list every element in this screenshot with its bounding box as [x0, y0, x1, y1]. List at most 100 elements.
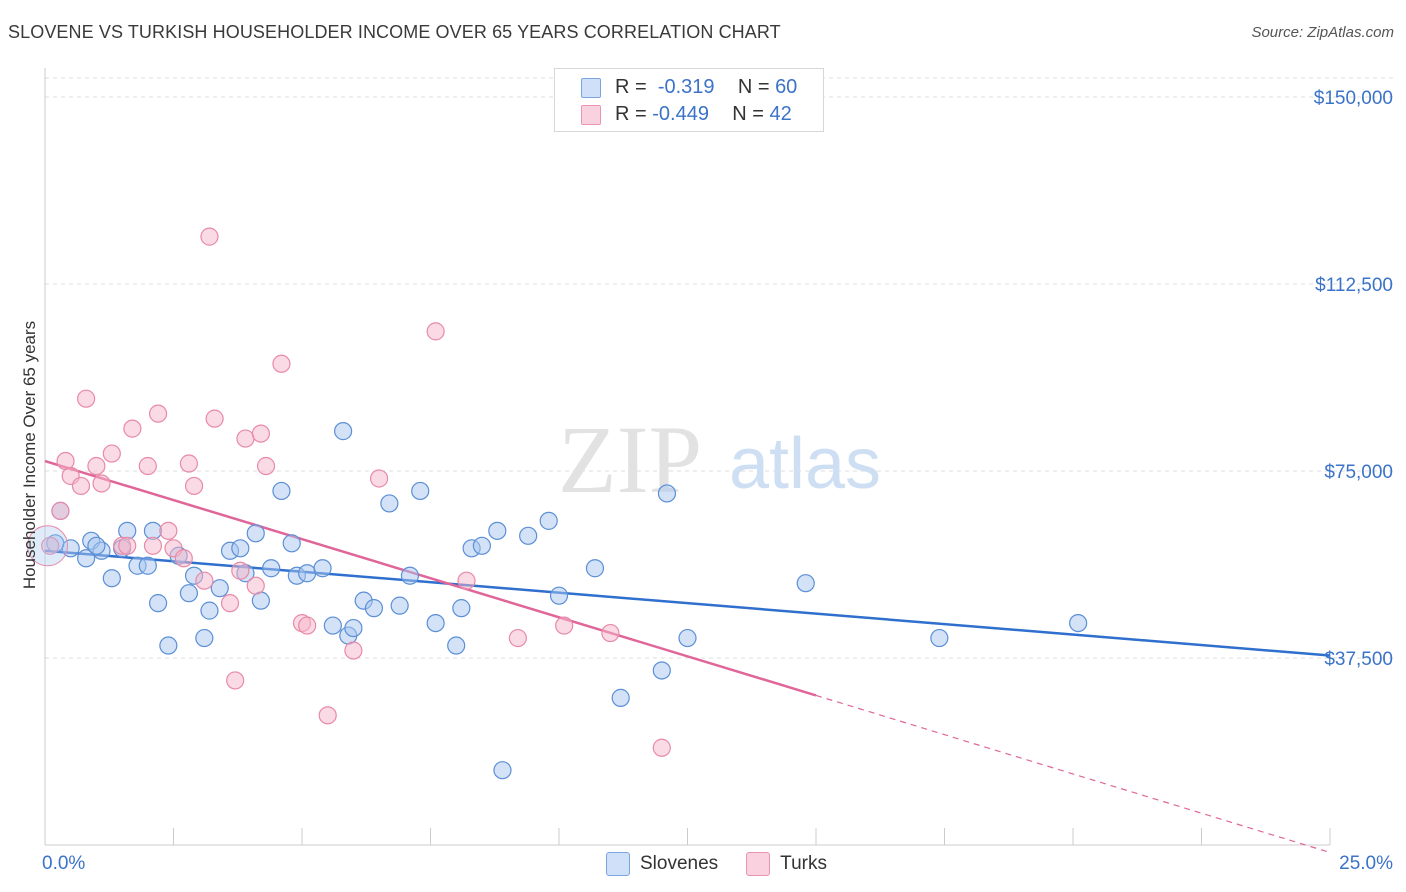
x-tick-label: 25.0%: [1339, 853, 1393, 874]
slovenes-point: [138, 556, 157, 575]
turks-point: [344, 641, 363, 660]
turks-point: [41, 536, 60, 555]
legend-row-slovenes: R = -0.319 N = 60: [581, 76, 797, 99]
series-swatch-slovenes: [606, 852, 630, 876]
source-label: Source: ZipAtlas.com: [1251, 24, 1394, 41]
legend-r-value: -0.449: [652, 103, 709, 125]
slovenes-point: [87, 536, 106, 555]
slovenes-point: [344, 618, 363, 638]
turks-trend-extension: [815, 694, 1331, 854]
slovenes-point: [298, 564, 317, 583]
x-tick-label: 0.0%: [42, 853, 85, 874]
y-tick-labels: $37,500 $75,000 $112,500 $150,000: [1314, 88, 1393, 670]
turks-point: [652, 738, 671, 757]
slovenes-point: [796, 574, 815, 593]
turks-point: [601, 623, 620, 643]
series-legend: Slovenes Turks: [606, 852, 855, 876]
axes: [44, 68, 1331, 846]
slovenes-point: [411, 481, 430, 501]
slovenes-point: [380, 494, 399, 513]
slovenes-point: [611, 688, 630, 707]
slovenes-point: [262, 559, 281, 578]
turks-point: [179, 454, 199, 473]
slovenes-point: [102, 569, 121, 588]
slovenes-point: [549, 586, 569, 605]
turks-point: [236, 429, 255, 448]
slovenes-point: [539, 511, 558, 530]
turks-point: [205, 409, 224, 428]
slovenes-point: [159, 636, 178, 655]
legend-r-value: -0.319: [657, 76, 715, 98]
turks-point: [457, 571, 476, 590]
turks-point: [426, 322, 445, 341]
slovenes-point: [231, 539, 250, 558]
slovenes-point: [272, 481, 291, 501]
turks-point: [555, 616, 574, 635]
legend-n-label: N =: [737, 76, 770, 98]
correlation-legend: R = -0.319 N = 60 R = -0.449 N = 42: [554, 68, 824, 132]
slovenes-trend-line: [44, 549, 1331, 657]
series-label-slovenes: Slovenes: [640, 853, 719, 874]
slovenes-point: [452, 599, 471, 618]
slovenes-point: [246, 524, 265, 543]
series-legend-slovenes: Slovenes: [606, 852, 718, 876]
trend-lines: [44, 459, 1331, 854]
turks-point: [87, 456, 106, 476]
turks-point: [370, 469, 389, 488]
turks-point: [246, 576, 265, 595]
turks-point: [77, 389, 96, 408]
chart-title: SLOVENE VS TURKISH HOUSEHOLDER INCOME OV…: [8, 22, 781, 42]
legend-r-label: R =: [615, 76, 647, 98]
series-label-turks: Turks: [780, 853, 827, 874]
turks-point: [226, 671, 245, 690]
slovenes-point: [585, 559, 605, 578]
slovenes-point: [657, 484, 677, 503]
turks-point: [102, 444, 121, 463]
turks-point: [71, 476, 91, 496]
turks-point: [174, 549, 193, 568]
turks-trend-line: [44, 459, 817, 697]
turks-point: [195, 571, 214, 590]
watermark-atlas: atlas: [729, 424, 881, 504]
legend-r-label: R =: [615, 103, 647, 125]
legend-n-label: N =: [732, 103, 764, 125]
slovenes-point: [210, 579, 229, 598]
slovenes-point: [323, 616, 342, 635]
turks-point: [159, 521, 178, 540]
y-tick-label: $112,500: [1315, 275, 1393, 296]
slovenes-point: [390, 596, 409, 615]
turks-point: [298, 616, 317, 635]
turks-point: [138, 456, 157, 476]
slovenes-point: [200, 601, 219, 620]
turks-point: [143, 536, 163, 555]
turks-point: [251, 424, 270, 443]
turks-point: [123, 419, 142, 438]
x-tick-labels: 0.0% 25.0%: [42, 853, 1393, 874]
turks-point: [231, 561, 250, 580]
legend-swatch-turks: [581, 104, 601, 125]
turks-point: [318, 706, 337, 725]
slovenes-point: [313, 559, 332, 578]
slovenes-point: [493, 761, 512, 780]
y-tick-label: $37,500: [1324, 649, 1393, 670]
legend-swatch-slovenes: [581, 77, 601, 98]
slovenes-point: [930, 628, 949, 648]
slovenes-point: [447, 636, 466, 655]
slovenes-point: [334, 422, 353, 441]
slovenes-point: [519, 526, 538, 545]
slovenes-point: [472, 536, 491, 555]
slovenes-point: [426, 613, 445, 633]
slovenes-point: [77, 549, 96, 568]
watermark-zip: ZIP: [558, 406, 702, 513]
legend-n-value: 42: [769, 103, 792, 125]
turks-point: [256, 456, 276, 476]
slovenes-point: [678, 628, 697, 648]
cluster-point: [27, 525, 69, 567]
turks-point: [51, 501, 70, 520]
slovenes-point: [488, 521, 507, 540]
turks-point: [148, 404, 168, 423]
y-tick-label: $75,000: [1324, 462, 1393, 483]
turks-point: [118, 536, 137, 555]
turks-point: [272, 354, 291, 373]
turks-point: [184, 476, 204, 496]
